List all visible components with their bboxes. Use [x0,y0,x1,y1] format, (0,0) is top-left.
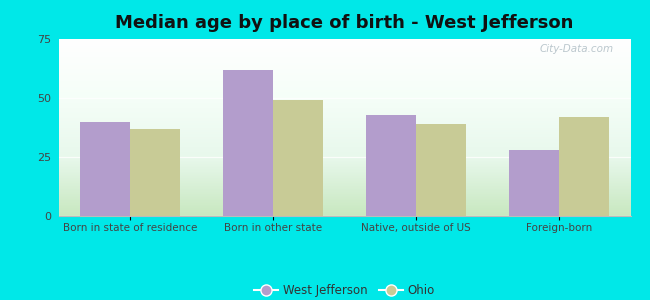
Bar [366,115,416,216]
Bar [509,150,559,216]
Bar [80,122,130,216]
Bar [130,129,180,216]
Bar [559,117,609,216]
Bar [416,124,466,216]
Text: City-Data.com: City-Data.com [540,44,614,54]
Bar [273,100,323,216]
Legend: West Jefferson, Ohio: West Jefferson, Ohio [250,280,439,300]
Bar [223,70,273,216]
Title: Median age by place of birth - West Jefferson: Median age by place of birth - West Jeff… [115,14,574,32]
